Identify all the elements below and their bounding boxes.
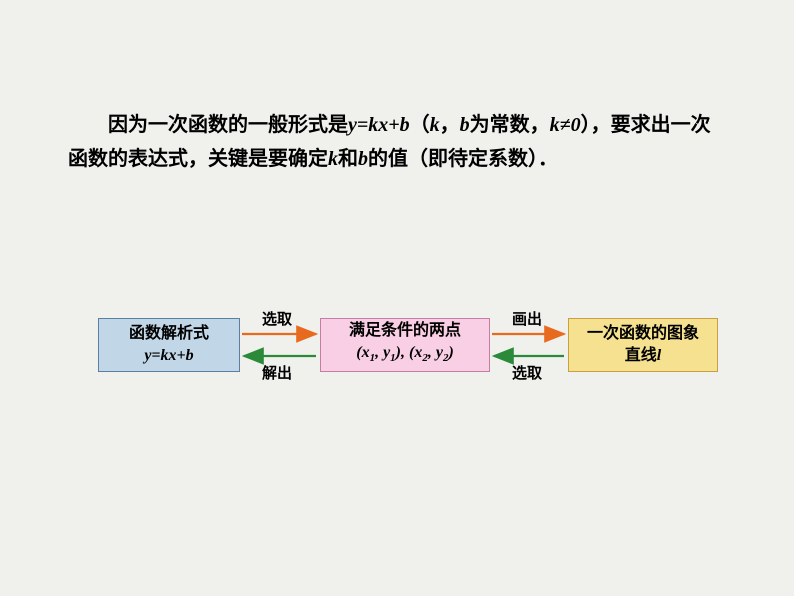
eq-b2: b — [358, 148, 368, 170]
pts-suffix: ) — [448, 344, 453, 361]
text-p3: ， — [440, 114, 460, 136]
box-two-points: 满足条件的两点 (x1, y1), (x2, y2) — [320, 318, 490, 372]
box3-line2b: l — [657, 347, 661, 364]
label-select-1: 选取 — [262, 308, 292, 329]
box1-line1: 函数解析式 — [129, 323, 209, 345]
box1-formula: y=kx+b — [144, 345, 193, 367]
eq-k: k — [430, 114, 440, 136]
box3-line2a: 直线 — [625, 347, 657, 364]
label-draw: 画出 — [512, 308, 542, 329]
label-solve: 解出 — [262, 362, 292, 383]
box3-line2: 直线l — [625, 345, 661, 367]
text-p1: 因为一次函数的一般形式是 — [108, 114, 348, 136]
pts-x1: x — [362, 344, 370, 361]
box3-line1: 一次函数的图象 — [587, 323, 699, 345]
eq-ykxb: y=kx+b — [348, 114, 410, 136]
eq-k2: k — [328, 148, 338, 170]
flow-diagram: 函数解析式 y=kx+b 满足条件的两点 (x1, y1), (x2, y2) … — [60, 290, 740, 410]
pts-mid: ), ( — [396, 344, 415, 361]
label-select-2: 选取 — [512, 362, 542, 383]
box2-points: (x1, y1), (x2, y2) — [356, 342, 454, 369]
text-p7: 的值（即待定系数）． — [368, 148, 558, 170]
eq-b: b — [460, 114, 470, 136]
pts-c2: , — [428, 344, 436, 361]
box-graph-line: 一次函数的图象 直线l — [568, 318, 718, 372]
pts-c1: , — [375, 344, 383, 361]
text-p4: 为常数， — [470, 114, 550, 136]
text-p6: 和 — [338, 148, 358, 170]
box2-line1: 满足条件的两点 — [349, 320, 461, 342]
eq-kne0: k≠0 — [550, 114, 581, 136]
text-p2: （ — [410, 114, 430, 136]
box-function-expression: 函数解析式 y=kx+b — [98, 318, 240, 372]
pts-y2: y — [436, 344, 443, 361]
explanation-paragraph: 因为一次函数的一般形式是y=kx+b（k，b为常数，k≠0），要求出一次函数的表… — [68, 108, 728, 176]
